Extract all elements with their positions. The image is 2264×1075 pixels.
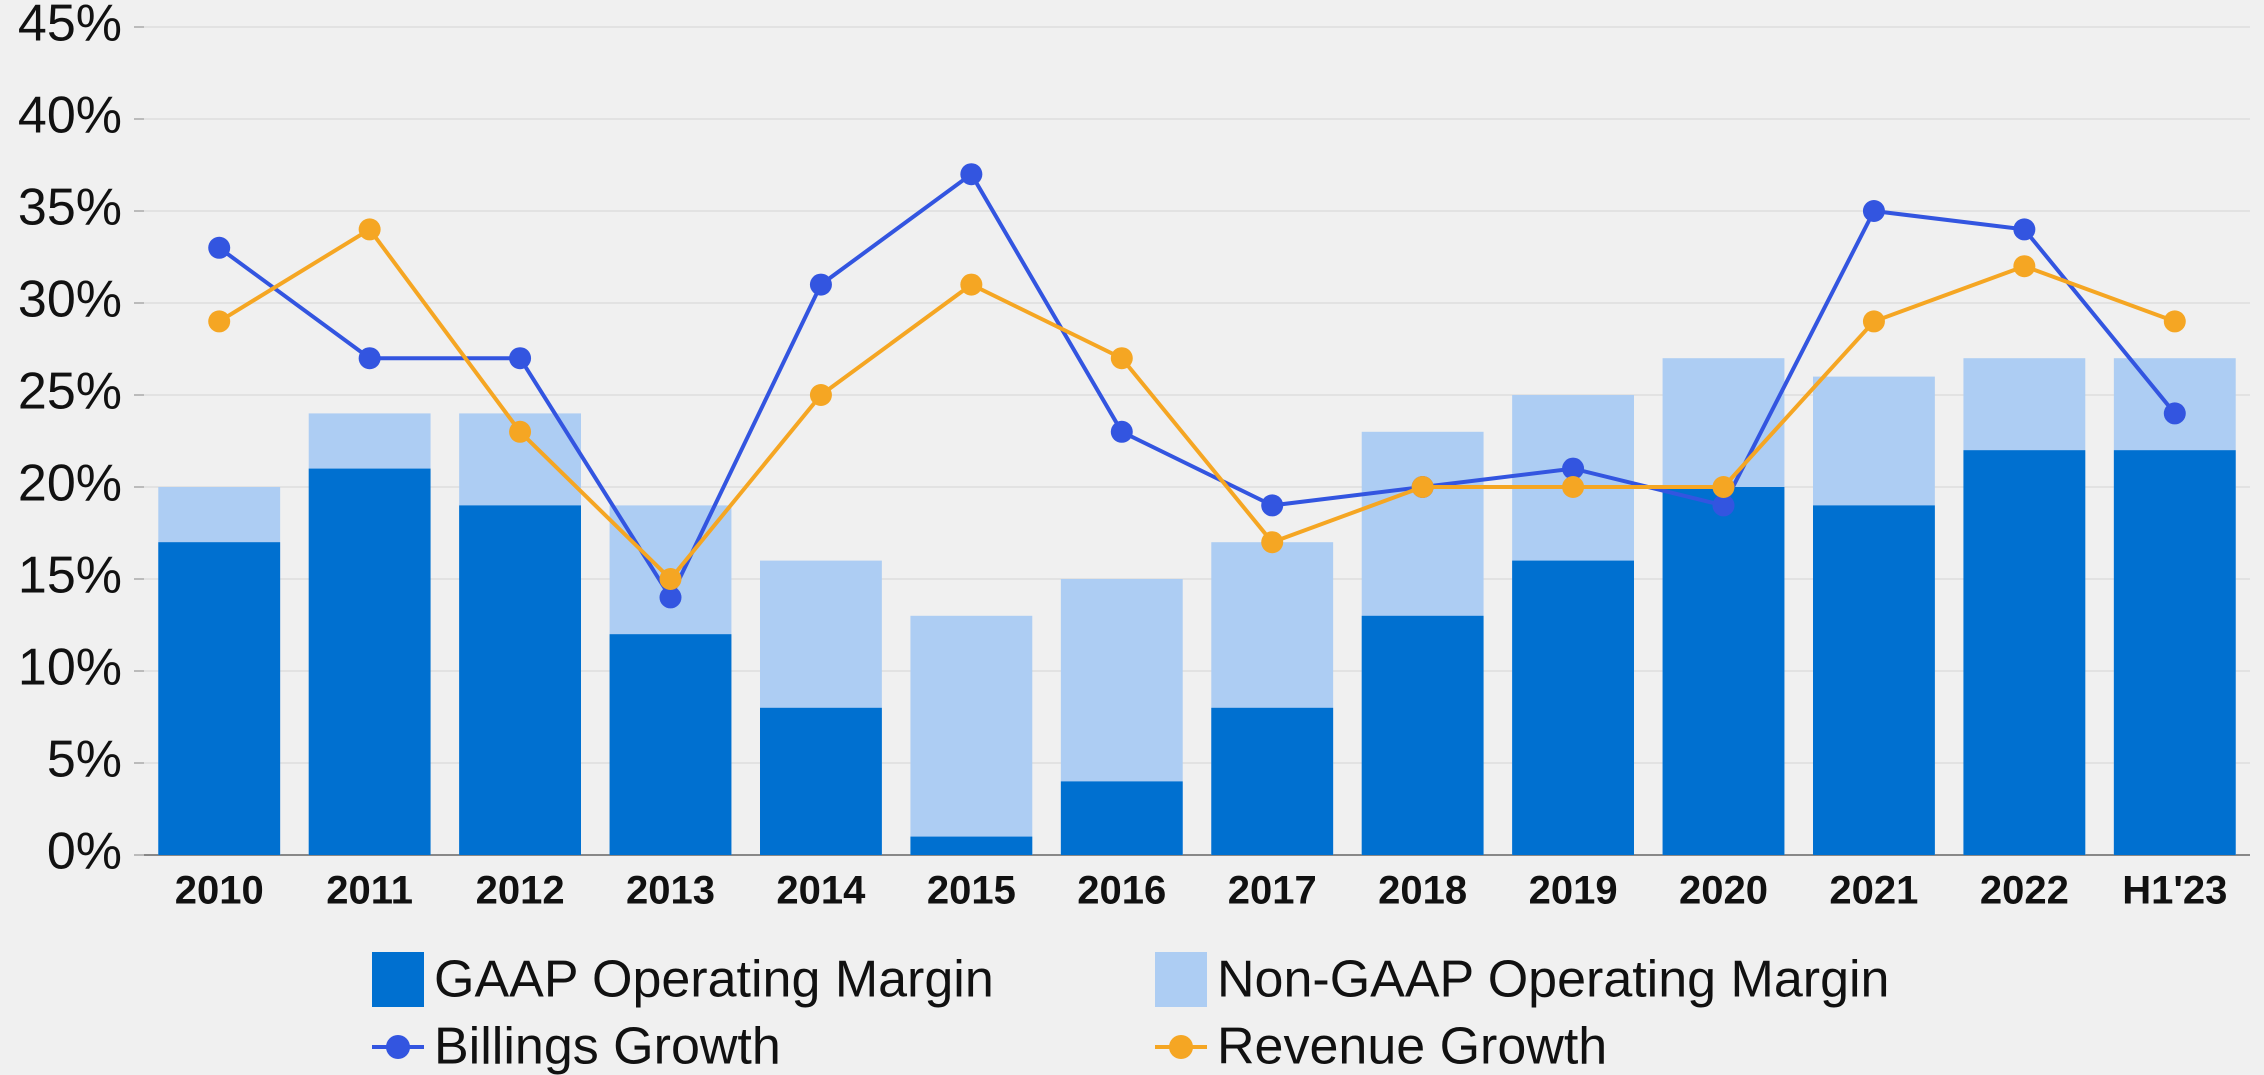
point — [1862, 310, 1885, 333]
x-tick-label: 2021 — [1829, 869, 1918, 913]
x-tick-label: 2016 — [1077, 869, 1166, 913]
point — [2163, 402, 2186, 425]
x-tick-label: 2011 — [326, 869, 413, 913]
point — [2163, 310, 2186, 333]
bar — [158, 542, 281, 855]
point — [509, 420, 532, 443]
line — [218, 171, 2177, 602]
x-tick-label: 2012 — [476, 869, 565, 913]
x-tick-label: 2022 — [1980, 869, 2069, 913]
bar — [459, 505, 581, 855]
y-tick-label: 5% — [47, 731, 122, 789]
bar — [609, 634, 732, 855]
point — [208, 236, 231, 259]
y-tick-label: 10% — [18, 639, 122, 697]
x-tick-label: 2015 — [927, 869, 1016, 913]
point — [1562, 457, 1585, 480]
point — [509, 347, 532, 370]
y-tick-label: 0% — [47, 823, 122, 881]
point — [960, 163, 983, 186]
legend-marker — [386, 1035, 410, 1059]
bar — [1512, 560, 1634, 855]
point — [1261, 531, 1284, 554]
y-tick-label: 30% — [18, 271, 122, 329]
point — [1862, 200, 1885, 222]
x-tick-label: 2013 — [626, 869, 715, 913]
legend-label: GAAP Operating Margin — [434, 951, 994, 1009]
x-tick-label: 2019 — [1529, 869, 1618, 913]
x-tick-label: 2018 — [1378, 869, 1467, 913]
y-tick-label: 35% — [18, 179, 122, 237]
bar — [910, 615, 1033, 855]
legend-marker — [1169, 1035, 1193, 1059]
legend-item: Non-GAAP Operating Margin — [1155, 951, 1889, 1009]
legend-item: Billings Growth — [372, 1018, 781, 1075]
point — [659, 586, 682, 609]
bar — [1361, 615, 1484, 855]
point — [659, 568, 682, 590]
point — [2013, 255, 2036, 278]
point — [1110, 347, 1133, 370]
y-tick-label: 25% — [18, 363, 122, 421]
bar — [760, 707, 882, 855]
point — [208, 310, 231, 333]
point — [809, 384, 832, 406]
legend-label: Non-GAAP Operating Margin — [1217, 951, 1889, 1009]
legend-label: Billings Growth — [434, 1018, 781, 1075]
bar — [1211, 707, 1334, 855]
point — [1411, 476, 1434, 498]
point — [358, 218, 381, 241]
x-tick-label: 2020 — [1679, 869, 1768, 913]
y-tick-label: 45% — [18, 0, 122, 53]
y-tick-label: 20% — [18, 455, 122, 513]
point — [2013, 218, 2036, 241]
point — [1110, 420, 1133, 443]
bar — [2113, 450, 2236, 855]
bar — [1060, 781, 1183, 855]
x-tick-label: 2014 — [776, 869, 866, 913]
legend-swatch — [372, 952, 424, 1007]
bar — [1662, 487, 1785, 855]
point — [358, 347, 381, 370]
y-tick-label: 15% — [18, 547, 122, 605]
point — [960, 273, 983, 296]
y-tick-label: 40% — [18, 87, 122, 145]
bar — [1963, 450, 2086, 855]
bar — [910, 836, 1033, 855]
point — [1261, 494, 1284, 517]
bar — [308, 468, 431, 855]
x-tick-label: 2010 — [175, 869, 264, 913]
legend-item: GAAP Operating Margin — [372, 951, 994, 1009]
point — [1712, 494, 1735, 517]
x-tick-label: H1'23 — [2122, 869, 2227, 913]
legend-label: Revenue Growth — [1217, 1018, 1607, 1075]
legend-item: Revenue Growth — [1155, 1018, 1607, 1075]
x-tick-label: 2017 — [1228, 869, 1317, 913]
line — [218, 226, 2176, 582]
bar — [1813, 505, 1935, 855]
point — [1562, 476, 1585, 498]
point — [809, 273, 832, 296]
legend-swatch — [1155, 952, 1207, 1007]
point — [1712, 476, 1735, 498]
